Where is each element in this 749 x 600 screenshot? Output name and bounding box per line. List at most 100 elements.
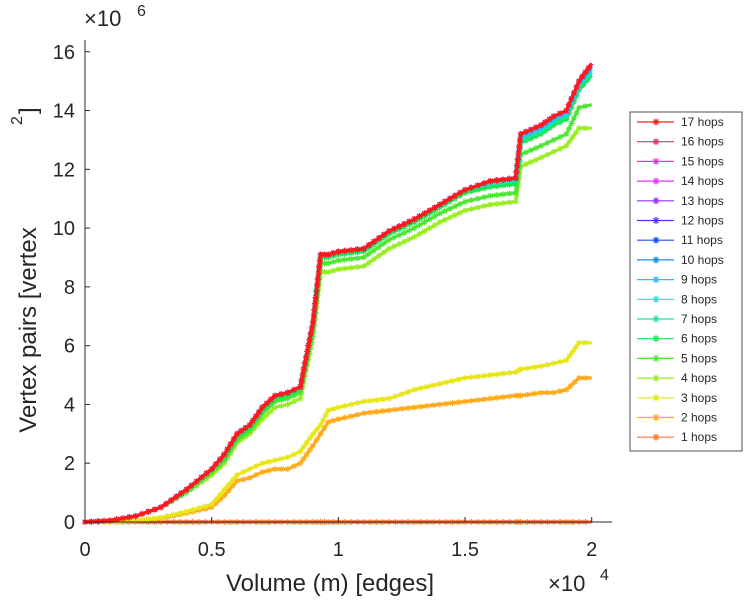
data-marker [317,251,324,258]
data-marker [310,313,317,320]
data-marker [335,257,342,264]
data-marker [317,422,324,429]
legend-label: 2 hops [681,411,717,425]
data-marker [449,377,456,384]
legend-marker [652,276,660,284]
data-marker [335,248,342,255]
legend-label: 12 hops [681,214,724,228]
data-marker [386,407,393,414]
data-marker [563,386,570,393]
data-marker [94,518,101,525]
data-marker [330,250,337,257]
data-marker [315,269,322,276]
data-marker [291,386,298,393]
data-marker [291,463,298,470]
data-marker [303,451,310,458]
data-marker [173,493,180,500]
data-marker [246,466,253,473]
series-3-hops [82,339,592,525]
data-marker [573,84,580,91]
data-marker [487,372,494,379]
data-marker [436,401,443,408]
data-marker [517,366,524,373]
series-line [84,71,593,524]
data-marker [411,386,418,393]
data-marker [514,156,521,163]
data-marker [217,496,224,503]
legend-marker [652,256,660,264]
data-marker [527,158,534,165]
series-line [84,62,594,524]
series-11-hops [82,62,594,525]
data-marker [398,391,405,398]
data-marker [391,234,398,241]
data-marker [305,342,312,349]
data-marker [416,213,423,220]
data-marker [517,137,524,144]
data-marker [417,385,424,392]
data-marker [221,486,228,493]
data-marker [310,319,317,326]
data-marker [411,225,418,232]
data-marker [455,376,462,383]
data-marker [278,391,285,398]
series-line [84,68,593,524]
data-marker [365,242,372,249]
legend-item: 6 hops [637,332,717,346]
x-tick-label: 1.5 [451,539,479,561]
data-marker [426,207,433,214]
data-marker [360,398,367,405]
data-marker [532,145,539,152]
data-marker [348,247,355,254]
data-marker [265,467,272,474]
data-marker [449,399,456,406]
data-marker [291,451,298,458]
data-marker [582,69,589,76]
legend-item: 11 hops [637,233,723,247]
data-marker [468,184,475,191]
data-marker [572,129,579,136]
data-marker [557,388,564,395]
data-marker [193,478,200,485]
data-marker [335,416,342,423]
data-marker [436,380,443,387]
data-marker [424,383,431,390]
series-16-hops [82,62,594,525]
data-marker [299,372,306,379]
data-marker [303,354,310,361]
data-marker [417,403,424,410]
data-marker [145,516,152,523]
data-marker [411,233,418,240]
data-marker [462,374,469,381]
data-marker [481,180,488,187]
data-marker [524,391,531,398]
data-marker [512,189,519,196]
x-axis-multiplier: ×10 4 [548,567,609,596]
data-marker [284,454,291,461]
y-axis-multiplier: ×10 6 [84,3,146,31]
data-marker [436,210,443,217]
data-marker [567,382,574,389]
legend-marker [652,354,660,362]
data-marker [379,408,386,415]
legend-marker [652,118,660,126]
data-marker [430,382,437,389]
data-marker [481,372,488,379]
data-marker [291,398,298,405]
data-marker [297,448,304,455]
data-marker [265,458,272,465]
data-marker [284,389,291,396]
data-marker [164,513,171,520]
data-marker [524,365,531,372]
data-marker [571,378,578,385]
data-marker [557,133,564,140]
data-marker [513,183,520,190]
series-2-hops [82,374,592,525]
data-marker [416,222,423,229]
data-marker [313,436,320,443]
y-tick-label: 6 [64,336,75,358]
legend-item: 15 hops [637,154,724,168]
data-marker [441,208,448,215]
legend-label: 1 hops [681,430,717,444]
